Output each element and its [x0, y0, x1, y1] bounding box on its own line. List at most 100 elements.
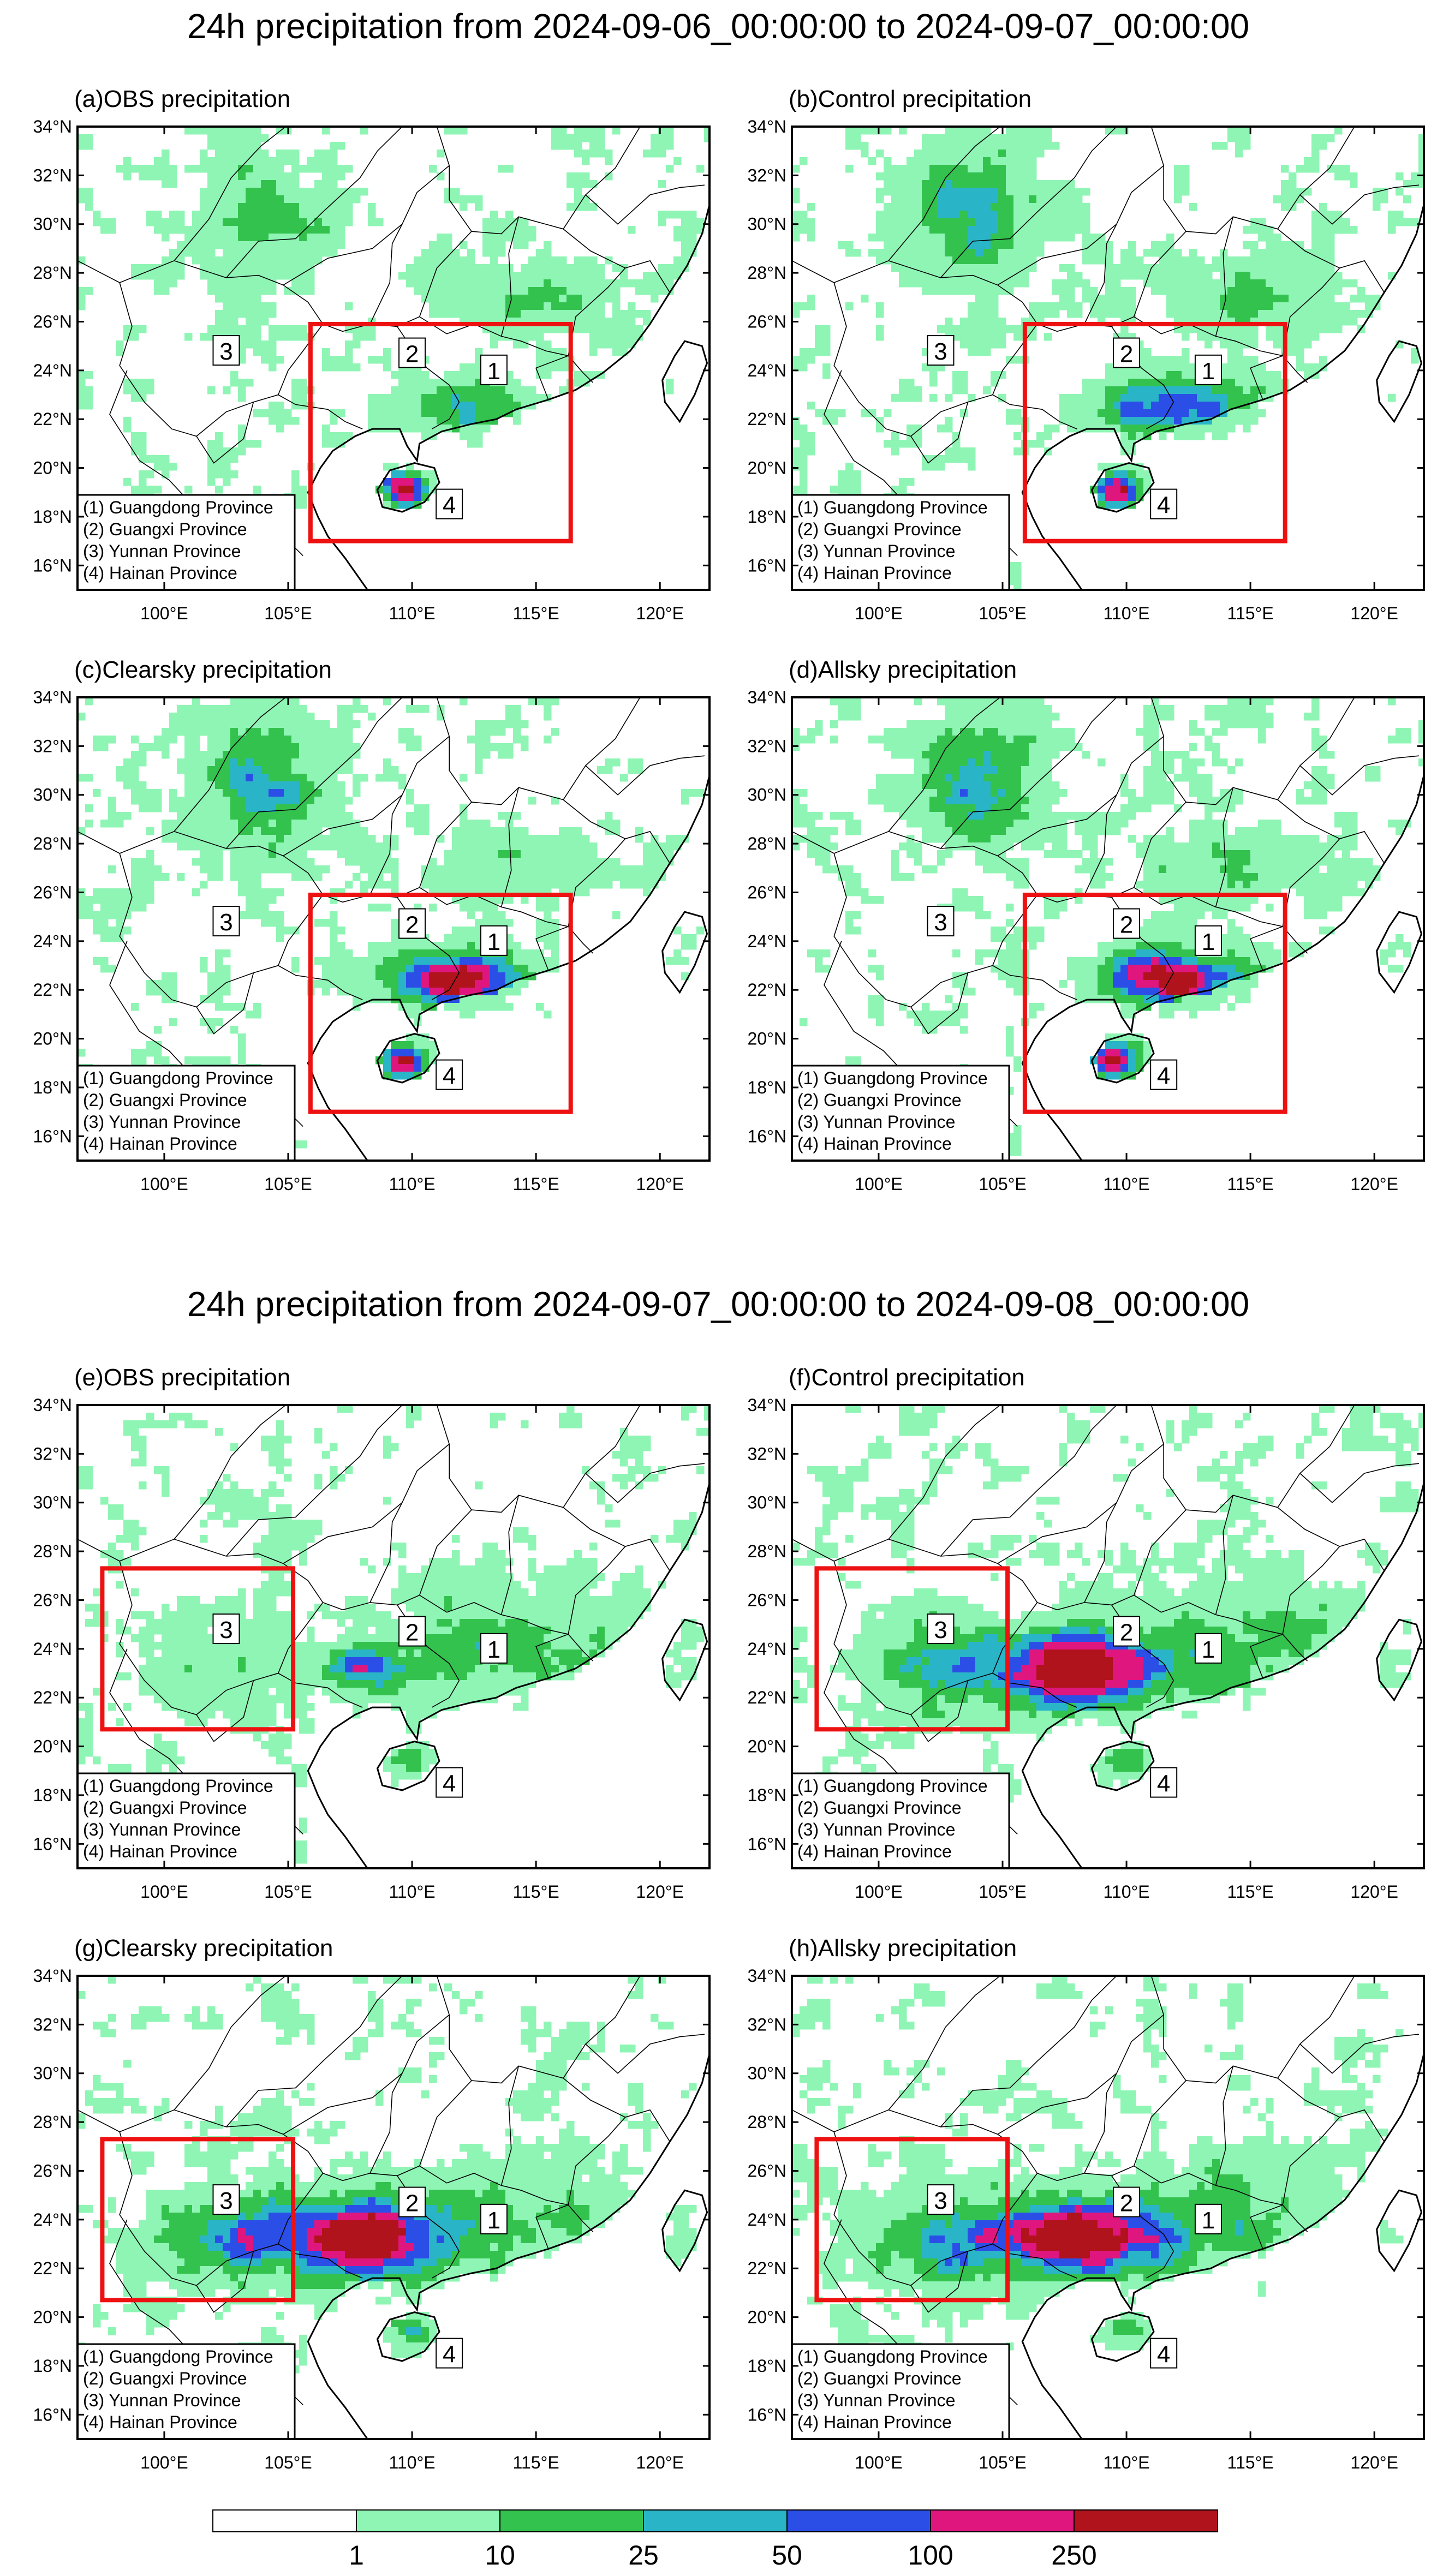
province-marker-4: 4 [436, 1059, 463, 1090]
lat-tick-label: 34°N [33, 688, 73, 707]
svg-text:2: 2 [1120, 341, 1133, 368]
lat-tick-label: 16°N [748, 1126, 787, 1146]
province-marker-2: 2 [398, 1616, 426, 1647]
province-marker-1: 1 [480, 354, 508, 385]
legend-item: (3) Yunnan Province [83, 1112, 241, 1132]
lat-tick-label: 34°N [33, 117, 73, 136]
svg-text:1: 1 [487, 929, 500, 955]
province-marker-4: 4 [436, 2338, 463, 2369]
lat-tick-label: 28°N [748, 263, 787, 283]
lon-tick-label: 105°E [264, 1174, 312, 1194]
lat-tick-label: 30°N [33, 2064, 73, 2083]
lon-tick-label: 110°E [389, 1882, 435, 1902]
colorbar-bin [643, 2509, 788, 2532]
svg-text:1: 1 [1202, 358, 1215, 385]
lat-tick-label: 34°N [748, 688, 787, 707]
lon-tick-label: 115°E [513, 1882, 559, 1902]
lon-tick-label: 120°E [636, 603, 684, 623]
lon-tick-label: 110°E [389, 2453, 435, 2472]
svg-text:3: 3 [219, 909, 232, 936]
lon-tick-label: 100°E [855, 1882, 903, 1902]
lat-tick-label: 18°N [748, 1078, 787, 1097]
legend-item: (3) Yunnan Province [797, 1112, 955, 1132]
lat-tick-label: 18°N [748, 507, 787, 527]
lat-tick-label: 28°N [748, 2112, 787, 2132]
province-marker-3: 3 [212, 335, 240, 366]
lat-tick-label: 30°N [748, 785, 787, 805]
lat-tick-label: 18°N [748, 2356, 787, 2376]
lat-tick-label: 34°N [748, 117, 787, 136]
lat-tick-label: 18°N [33, 1078, 73, 1097]
legend-item: (4) Hainan Province [83, 2412, 237, 2432]
province-marker-2: 2 [1113, 1616, 1141, 1647]
highlight-region-box [100, 2137, 296, 2303]
lat-tick-label: 16°N [748, 1834, 787, 1854]
legend-item: (3) Yunnan Province [83, 1820, 241, 1839]
lat-tick-label: 16°N [33, 2405, 73, 2424]
map-frame [76, 1975, 711, 2440]
lat-tick-label: 24°N [748, 361, 787, 380]
lon-tick-label: 110°E [1103, 603, 1149, 623]
province-marker-1: 1 [1194, 925, 1222, 956]
lat-tick-label: 30°N [33, 214, 73, 234]
panel-label: (f)Control precipitation [789, 1364, 1025, 1391]
lat-tick-label: 18°N [33, 1785, 73, 1805]
province-marker-1: 1 [1194, 2203, 1222, 2234]
precipitation-field [792, 697, 1424, 1161]
lon-tick-label: 100°E [140, 1882, 188, 1902]
svg-text:4: 4 [443, 1063, 456, 1090]
lon-tick-label: 115°E [1227, 1174, 1274, 1194]
lat-tick-label: 34°N [33, 1395, 73, 1415]
panel-label: (e)OBS precipitation [74, 1364, 290, 1391]
highlight-region-box [308, 321, 573, 543]
province-marker-2: 2 [1113, 337, 1141, 368]
lat-tick-label: 22°N [33, 980, 73, 1000]
lat-tick-label: 26°N [33, 882, 73, 902]
map-frame [76, 696, 711, 1162]
province-marker-3: 3 [927, 1613, 955, 1645]
lat-tick-label: 26°N [748, 882, 787, 902]
lon-tick-label: 120°E [636, 2453, 684, 2472]
legend-item: (1) Guangdong Province [83, 1068, 273, 1088]
highlight-region-box [814, 1566, 1010, 1732]
province-marker-2: 2 [398, 337, 426, 368]
lat-tick-label: 34°N [748, 1966, 787, 1986]
colorbar-label: 1 [349, 2540, 364, 2571]
lat-tick-label: 28°N [33, 834, 73, 853]
panel-label: (h)Allsky precipitation [789, 1935, 1017, 1962]
lat-tick-label: 24°N [33, 361, 73, 380]
province-marker-3: 3 [927, 335, 955, 366]
legend-item: (2) Guangxi Province [797, 1090, 962, 1110]
province-legend: (1) Guangdong Province(2) Guangxi Provin… [77, 1065, 296, 1161]
lat-tick-label: 22°N [33, 1688, 73, 1707]
lat-tick-label: 18°N [33, 507, 73, 527]
province-marker-4: 4 [1150, 1767, 1178, 1798]
lat-tick-label: 24°N [33, 2210, 73, 2230]
map-panel-control-day2: (f)Control precipitation 1 2 3 4 (1) Guangdon… [748, 1364, 1425, 1902]
lat-tick-label: 30°N [748, 2064, 787, 2083]
lat-tick-label: 24°N [748, 931, 787, 951]
lat-tick-label: 28°N [33, 2112, 73, 2132]
legend-item: (3) Yunnan Province [797, 2390, 955, 2410]
precipitation-field [77, 697, 705, 1161]
lon-tick-label: 115°E [513, 603, 559, 623]
map-panel-allsky-day1: (d)Allsky precipitation 1 2 3 4 (1) Guangdong… [748, 656, 1425, 1194]
colorbar-label: 10 [485, 2540, 515, 2571]
lat-tick-label: 28°N [748, 834, 787, 853]
panel-label: (g)Clearsky precipitation [74, 1935, 333, 1962]
lon-tick-label: 105°E [264, 1882, 312, 1902]
highlight-region-box [1022, 892, 1287, 1114]
province-legend: (1) Guangdong Province(2) Guangxi Provin… [77, 2343, 296, 2439]
map-frame [791, 1404, 1425, 1869]
province-marker-4: 4 [1150, 2338, 1178, 2369]
map-panel-obs-day1: (a)OBS precipitation 1 2 3 4 (1) Guangdong Pr… [33, 86, 711, 623]
lon-tick-label: 115°E [513, 1174, 559, 1194]
legend-item: (4) Hainan Province [797, 1134, 952, 1153]
province-marker-4: 4 [1150, 1059, 1178, 1090]
lat-tick-label: 18°N [33, 2356, 73, 2376]
svg-text:3: 3 [934, 338, 947, 365]
province-marker-3: 3 [927, 2184, 955, 2215]
lat-tick-label: 32°N [33, 736, 73, 756]
lon-tick-label: 120°E [1350, 2453, 1398, 2472]
legend-item: (2) Guangxi Province [797, 519, 962, 539]
